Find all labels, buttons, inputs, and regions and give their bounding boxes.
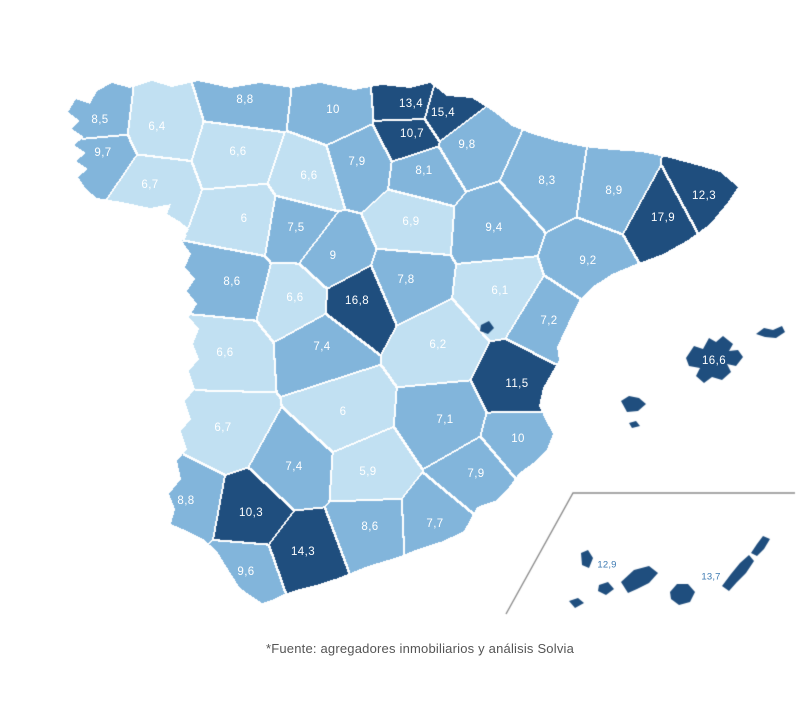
source-footnote: *Fuente: agregadores inmobiliarios y aná… <box>265 641 575 656</box>
